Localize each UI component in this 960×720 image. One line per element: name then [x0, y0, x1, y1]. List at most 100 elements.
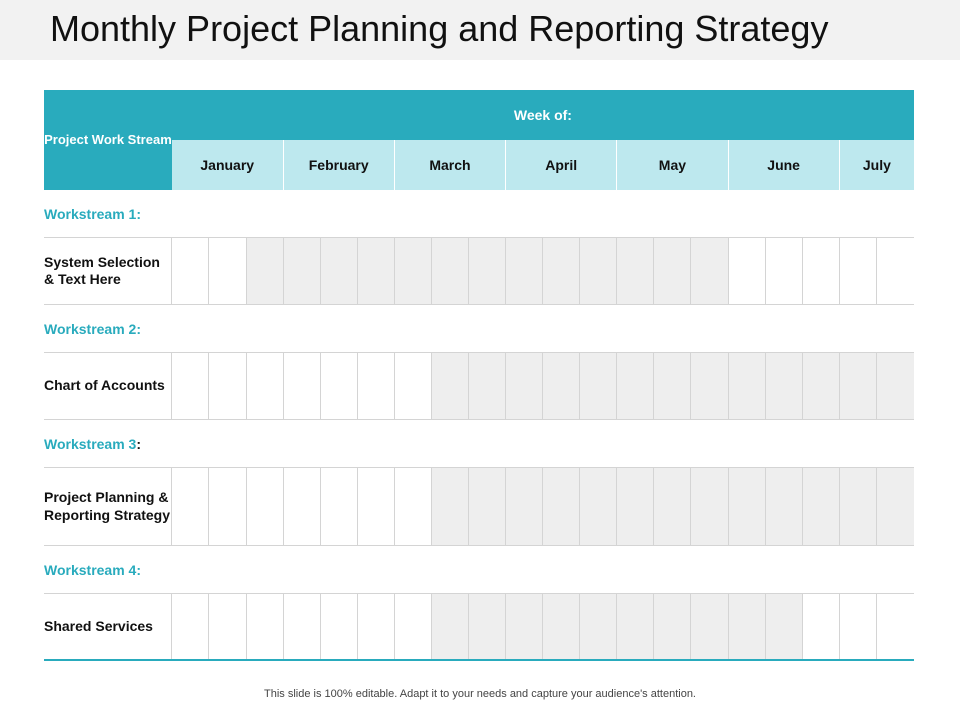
week-cell	[690, 593, 729, 661]
week-cell	[319, 352, 358, 420]
page-title: Monthly Project Planning and Reporting S…	[50, 8, 829, 49]
week-cell	[208, 352, 247, 420]
week-cell	[208, 237, 247, 305]
week-cell	[356, 593, 395, 661]
task-row-shared-services: Shared Services	[44, 593, 914, 661]
week-cell	[245, 593, 284, 661]
week-cell	[727, 467, 766, 546]
month-header-march: March	[393, 140, 506, 190]
month-header-may: May	[616, 140, 729, 190]
week-cell	[208, 467, 247, 546]
week-cell	[801, 593, 840, 661]
workstream-heading-row: Workstream 3:	[44, 419, 914, 468]
week-cell	[690, 467, 729, 546]
week-cell	[838, 467, 877, 546]
workstream-3-heading-colon: :	[136, 435, 142, 452]
task-label-project-planning: Project Planning & Reporting Strategy	[44, 467, 172, 546]
week-cell	[727, 352, 766, 420]
workstream-3-heading: Workstream 3:	[44, 419, 914, 468]
month-header-april: April	[505, 140, 617, 190]
week-cell	[690, 237, 729, 305]
week-cell	[875, 467, 914, 546]
week-cell	[505, 467, 543, 546]
workstream-2-heading: Workstream 2:	[44, 304, 914, 353]
task-row-project-planning: Project Planning & Reporting Strategy	[44, 467, 914, 546]
week-cell	[430, 352, 469, 420]
week-cell	[579, 237, 617, 305]
workstream-heading-row: Workstream 2:	[44, 304, 914, 353]
week-cell	[764, 593, 803, 661]
week-cell	[690, 352, 729, 420]
title-bar	[0, 0, 960, 60]
week-cell	[616, 237, 654, 305]
week-cell	[542, 352, 580, 420]
week-cell	[171, 237, 209, 305]
week-cell	[505, 593, 543, 661]
week-cell	[875, 593, 914, 661]
planning-table: Project Work Stream Week of: January Feb…	[44, 90, 914, 661]
header-row-months: January February March April May June Ju…	[44, 140, 914, 190]
week-cell	[208, 593, 247, 661]
week-cell	[430, 593, 469, 661]
week-cell	[764, 237, 803, 305]
week-cell	[838, 593, 877, 661]
task-row-system-selection: System Selection & Text Here	[44, 237, 914, 305]
week-cell	[282, 237, 321, 305]
week-cell	[171, 467, 209, 546]
week-cell	[467, 352, 506, 420]
week-cell	[356, 237, 395, 305]
workstream-4-heading: Workstream 4:	[44, 545, 914, 594]
week-cell	[245, 237, 284, 305]
week-cell	[801, 467, 840, 546]
week-cell	[393, 467, 432, 546]
week-cell	[616, 352, 654, 420]
week-cell	[616, 593, 654, 661]
week-cell	[282, 467, 321, 546]
week-cell	[505, 352, 543, 420]
week-cell	[171, 593, 209, 661]
week-cell	[579, 352, 617, 420]
week-cell	[245, 467, 284, 546]
week-cell	[393, 352, 432, 420]
week-cell	[579, 467, 617, 546]
week-cell	[579, 593, 617, 661]
week-of-header: Week of:	[171, 90, 914, 140]
week-cell	[542, 237, 580, 305]
month-header-january: January	[171, 140, 284, 190]
week-cell	[171, 352, 209, 420]
week-cell	[764, 352, 803, 420]
footer-note: This slide is 100% editable. Adapt it to…	[264, 688, 696, 700]
week-cell	[875, 237, 914, 305]
week-cell	[727, 237, 766, 305]
week-cell	[319, 237, 358, 305]
week-cell	[801, 237, 840, 305]
month-header-february: February	[282, 140, 395, 190]
week-cell	[838, 352, 877, 420]
workstream-heading-row: Workstream 4:	[44, 545, 914, 594]
week-cell	[356, 467, 395, 546]
week-cell	[653, 593, 691, 661]
week-cell	[653, 352, 691, 420]
week-cell	[319, 593, 358, 661]
week-cell	[616, 467, 654, 546]
week-cell	[282, 352, 321, 420]
workstream-heading-row: Workstream 1:	[44, 190, 914, 238]
week-cell	[430, 237, 469, 305]
week-cell	[542, 467, 580, 546]
task-label-system-selection: System Selection & Text Here	[44, 237, 172, 305]
week-cell	[282, 593, 321, 661]
week-cell	[393, 593, 432, 661]
week-cell	[245, 352, 284, 420]
week-cell	[727, 593, 766, 661]
month-header-july: July	[838, 140, 914, 190]
week-cell	[319, 467, 358, 546]
week-cell	[356, 352, 395, 420]
week-cell	[542, 593, 580, 661]
week-cell	[653, 237, 691, 305]
week-cell	[430, 467, 469, 546]
header-row-week: Project Work Stream Week of:	[44, 90, 914, 190]
week-cell	[653, 467, 691, 546]
task-row-chart-of-accounts: Chart of Accounts	[44, 352, 914, 420]
week-cell	[393, 237, 432, 305]
week-cell	[801, 352, 840, 420]
